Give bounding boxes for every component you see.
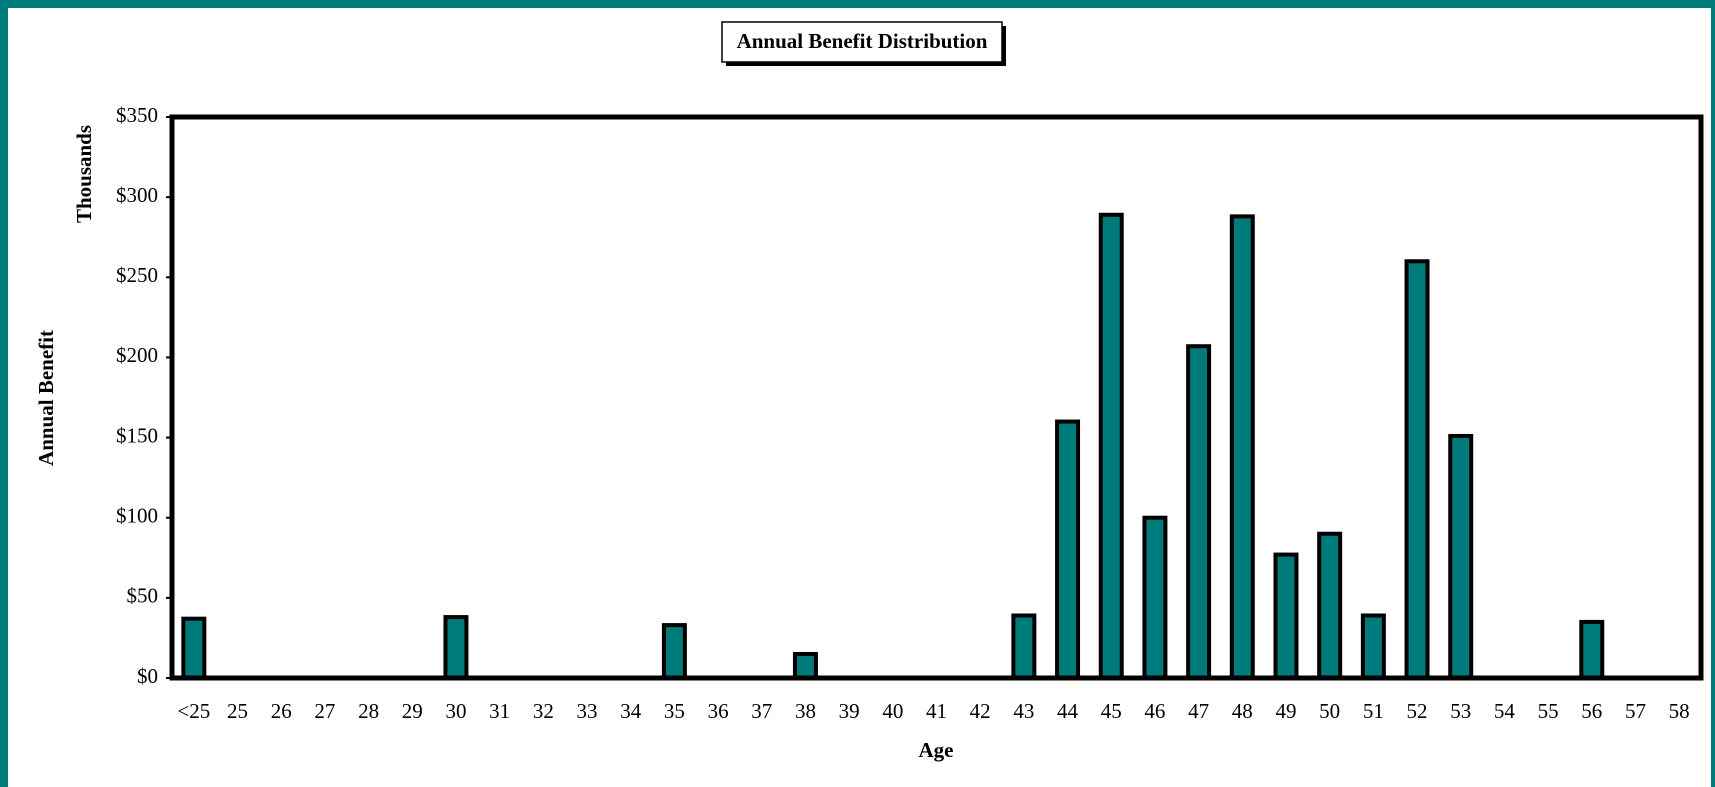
x-tick-label: 36 bbox=[708, 699, 729, 723]
bar bbox=[1011, 613, 1037, 681]
bar bbox=[792, 651, 818, 681]
x-tick-label: 54 bbox=[1494, 699, 1516, 723]
x-tick-label: 39 bbox=[839, 699, 860, 723]
x-tick-label: 50 bbox=[1319, 699, 1340, 723]
plot-border bbox=[169, 114, 1704, 681]
x-axis-label: Age bbox=[919, 738, 954, 762]
x-tick-label: 55 bbox=[1538, 699, 1559, 723]
x-tick-label: 38 bbox=[795, 699, 816, 723]
bar bbox=[1579, 619, 1605, 681]
bar bbox=[661, 623, 687, 680]
bar bbox=[1142, 515, 1168, 681]
y-axis-label: Annual Benefit bbox=[34, 330, 58, 466]
bar bbox=[1404, 259, 1430, 680]
bar bbox=[1273, 552, 1299, 681]
x-tick-label: 53 bbox=[1450, 699, 1471, 723]
x-tick-label: 45 bbox=[1101, 699, 1122, 723]
y-tick-label: $200 bbox=[116, 343, 158, 367]
x-tick-label: 37 bbox=[751, 699, 772, 723]
bar bbox=[1360, 613, 1386, 681]
x-tick-label: 56 bbox=[1581, 699, 1602, 723]
bar bbox=[181, 616, 207, 680]
x-tick-label: 42 bbox=[970, 699, 991, 723]
y-tick-label: $350 bbox=[116, 103, 158, 127]
bar bbox=[443, 615, 469, 681]
x-tick-label: 26 bbox=[271, 699, 292, 723]
x-tick-label: 44 bbox=[1057, 699, 1079, 723]
x-tick-label: 46 bbox=[1144, 699, 1165, 723]
y-tick-label: $300 bbox=[116, 183, 158, 207]
x-tick-label: 52 bbox=[1407, 699, 1428, 723]
x-tick-label: 29 bbox=[402, 699, 423, 723]
x-tick-label: 31 bbox=[489, 699, 510, 723]
x-tick-label: 51 bbox=[1363, 699, 1384, 723]
x-tick-label: 34 bbox=[620, 699, 642, 723]
x-tick-label: 28 bbox=[358, 699, 379, 723]
x-tick-label: 49 bbox=[1275, 699, 1296, 723]
x-tick-label: 35 bbox=[664, 699, 685, 723]
x-tick-label: 48 bbox=[1232, 699, 1253, 723]
bar bbox=[1229, 214, 1255, 680]
x-tick-label: 32 bbox=[533, 699, 554, 723]
x-tick-label: 43 bbox=[1013, 699, 1034, 723]
y-tick-label: $250 bbox=[116, 263, 158, 287]
bar bbox=[1186, 344, 1212, 680]
x-tick-label: <25 bbox=[177, 699, 210, 723]
chart-title: Annual Benefit Distribution bbox=[737, 29, 988, 53]
bar bbox=[1098, 212, 1124, 680]
x-tick-label: 25 bbox=[227, 699, 248, 723]
x-tick-label: 33 bbox=[577, 699, 598, 723]
title-box bbox=[721, 21, 1003, 63]
y-tick-label: $150 bbox=[116, 423, 158, 447]
y-tick-label: $100 bbox=[116, 504, 158, 528]
x-tick-label: 41 bbox=[926, 699, 947, 723]
x-tick-label: 27 bbox=[314, 699, 335, 723]
y-tick-label: $50 bbox=[127, 584, 159, 608]
bar bbox=[1448, 433, 1474, 680]
y-tick-label: $0 bbox=[137, 664, 158, 688]
x-tick-label: 58 bbox=[1669, 699, 1690, 723]
bar bbox=[1317, 531, 1343, 680]
x-tick-label: 30 bbox=[445, 699, 466, 723]
bar bbox=[1055, 419, 1081, 680]
x-tick-label: 57 bbox=[1625, 699, 1646, 723]
x-tick-label: 47 bbox=[1188, 699, 1209, 723]
y-unit-label: Thousands bbox=[72, 125, 96, 223]
x-tick-label: 40 bbox=[882, 699, 903, 723]
